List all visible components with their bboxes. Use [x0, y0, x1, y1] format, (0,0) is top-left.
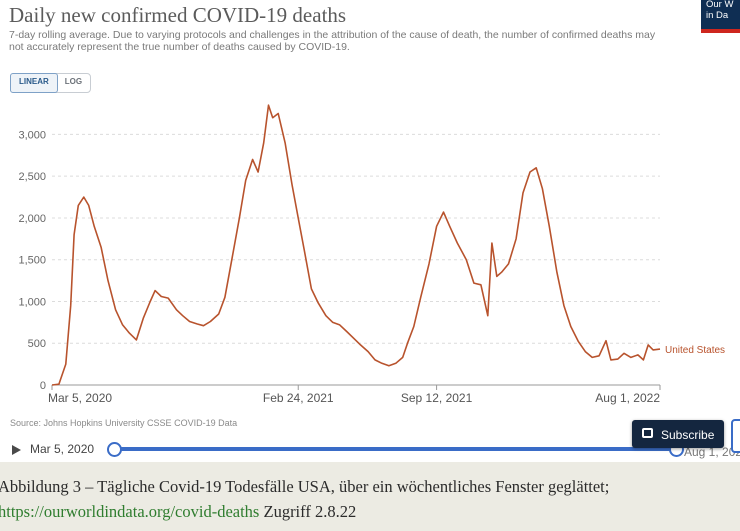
series-line-united-states[interactable]: [51, 104, 661, 386]
series-lines: [51, 104, 661, 386]
y-tick-label: 2,500: [18, 171, 46, 183]
timeline: Mar 5, 2020 Aug 1, 2022: [0, 438, 740, 462]
play-icon[interactable]: [12, 445, 21, 455]
y-tick-label: 1,500: [18, 255, 46, 267]
y-tick-label: 0: [40, 380, 46, 392]
owid-logo[interactable]: Our W in Da: [701, 0, 740, 33]
caption-line-2: https://ourworldindata.org/covid-deaths …: [0, 499, 609, 524]
caption-line-1: Abbildung 3 – Tägliche Covid-19 Todesfäl…: [0, 477, 610, 496]
x-tick-label: Sep 12, 2021: [401, 391, 473, 405]
logo-line-1: Our W: [706, 0, 734, 10]
y-tick-label: 2,000: [18, 213, 46, 225]
chart-panel: Daily new confirmed COVID-19 deaths 7-da…: [0, 0, 740, 462]
y-axis-ticks: 0 500 1,000 1,500 2,000 2,500 3,000: [18, 129, 46, 392]
y-tick-label: 500: [28, 338, 46, 350]
scale-toggle: LINEAR LOG: [10, 73, 92, 93]
caption-link[interactable]: https://ourworldindata.org/covid-deaths: [0, 502, 260, 521]
log-scale-button[interactable]: LOG: [64, 77, 83, 86]
x-tick-label: Feb 24, 2021: [263, 391, 334, 405]
gridlines: [52, 133, 660, 386]
chart-title: Daily new confirmed COVID-19 deaths: [9, 3, 347, 27]
y-tick-label: 1,000: [18, 296, 46, 308]
logo-bar: [701, 29, 740, 33]
x-tick-label: Aug 1, 2022: [595, 391, 660, 405]
subscribe-button[interactable]: Subscribe: [632, 420, 724, 448]
timeline-start-handle[interactable]: [107, 442, 122, 457]
source-note: Source: Johns Hopkins University CSSE CO…: [10, 418, 238, 428]
linear-scale-button[interactable]: LINEAR: [10, 73, 58, 93]
x-tick-label: Mar 5, 2020: [48, 391, 112, 405]
timeline-end-label: Aug 1, 2022: [684, 445, 740, 459]
timeline-start-label: Mar 5, 2020: [30, 442, 95, 456]
line-chart: 0 500 1,000 1,500 2,000 2,500 3,000 Mar 5, 202…: [18, 104, 725, 405]
figure-caption: Abbildung 3 – Tägliche Covid-19 Todesfäl…: [0, 474, 609, 524]
caption-suffix: Zugriff 2.8.22: [259, 502, 357, 521]
edge-tab[interactable]: [731, 419, 740, 453]
series-labels: United States: [665, 345, 725, 356]
x-axis-ticks: Mar 5, 2020 Feb 24, 2021 Sep 12, 2021 Aug 1…: [48, 385, 661, 405]
subscribe-icon: [642, 428, 653, 438]
subscribe-label: Subscribe: [661, 428, 715, 442]
chart-subtitle: 7-day rolling average. Due to varying pr…: [9, 29, 656, 53]
y-tick-label: 3,000: [18, 129, 46, 141]
series-label[interactable]: United States: [665, 345, 725, 356]
logo-line-2: in Da: [706, 9, 729, 21]
timeline-track[interactable]: [116, 447, 676, 451]
